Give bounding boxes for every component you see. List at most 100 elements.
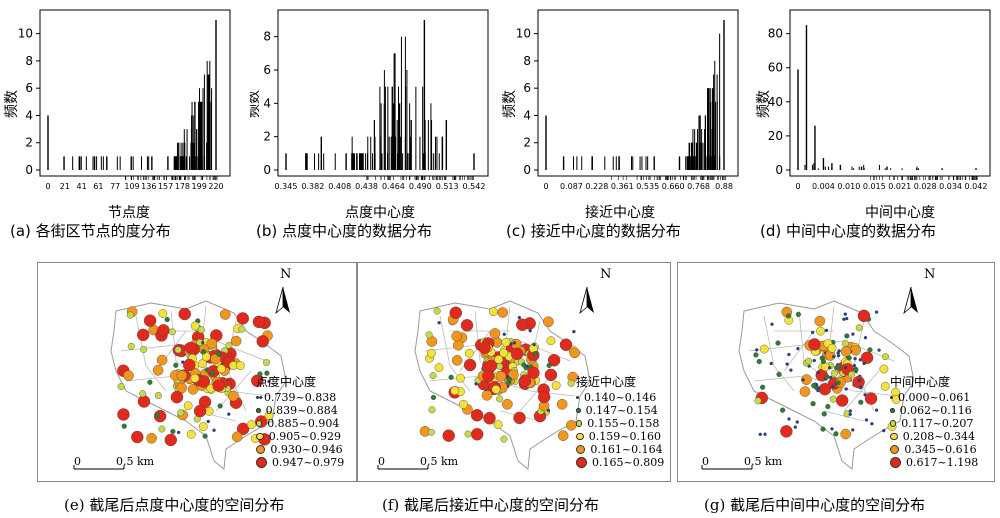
node-point bbox=[433, 307, 441, 315]
node-point bbox=[827, 343, 837, 353]
node-point bbox=[513, 411, 526, 425]
node-point bbox=[763, 432, 767, 436]
node-point bbox=[846, 355, 852, 361]
node-point bbox=[201, 352, 211, 362]
node-point bbox=[755, 348, 759, 352]
node-point bbox=[829, 375, 833, 380]
node-point bbox=[830, 369, 838, 377]
node-point bbox=[146, 432, 157, 444]
node-point bbox=[482, 369, 495, 383]
node-point bbox=[817, 386, 821, 391]
district-boundary bbox=[414, 300, 591, 470]
node-point bbox=[494, 355, 504, 364]
node-point bbox=[259, 395, 263, 400]
node-point bbox=[183, 401, 193, 411]
node-point bbox=[197, 326, 205, 334]
y-tick-label: 6 bbox=[523, 81, 531, 95]
node-point bbox=[198, 359, 207, 368]
street-line bbox=[823, 410, 865, 422]
node-point bbox=[217, 403, 223, 409]
legend-swatch bbox=[256, 396, 259, 399]
x-tick-label: 178 bbox=[175, 182, 190, 191]
node-point bbox=[460, 319, 474, 332]
histogram-caption: (c) 接近中心度的数据分布 bbox=[506, 222, 681, 240]
node-point bbox=[860, 351, 874, 364]
node-point bbox=[787, 417, 791, 421]
node-point bbox=[264, 411, 274, 421]
node-point bbox=[190, 321, 200, 331]
node-point bbox=[808, 338, 821, 351]
node-point bbox=[843, 312, 847, 316]
node-point bbox=[449, 306, 462, 319]
node-point bbox=[427, 428, 435, 436]
plot-frame bbox=[789, 9, 991, 177]
node-point bbox=[780, 425, 793, 438]
node-point bbox=[870, 422, 874, 426]
y-axis-label: 频数 bbox=[756, 90, 772, 118]
node-point bbox=[252, 315, 266, 329]
legend-label: 0.885~0.904 bbox=[267, 417, 340, 430]
node-point bbox=[758, 432, 762, 437]
node-point bbox=[154, 391, 162, 399]
y-tick-label: 0 bbox=[523, 163, 531, 177]
x-tick-label: 199 bbox=[192, 182, 207, 191]
node-point bbox=[857, 378, 861, 383]
histogram-svg: 0 2 4 6 8 0.345 0.382 0.408 0.438 0.464 0.490 0.513… bbox=[246, 9, 489, 240]
map-panel-f: 接近中心度 0 0.5 km N 0.140~0.146 0.147~0.154 0… bbox=[357, 262, 671, 482]
node-point bbox=[212, 379, 225, 392]
x-tick-label: 61 bbox=[93, 182, 103, 191]
node-point bbox=[850, 344, 861, 356]
x-tick-label: 109 bbox=[124, 182, 139, 191]
street-line bbox=[783, 330, 815, 372]
node-point bbox=[198, 422, 208, 432]
north-arrow-icon bbox=[275, 286, 290, 315]
map-panel-e: 点度中心度 0 0.5 km N 0.739~0.838 0.839~0.884 0… bbox=[37, 262, 357, 482]
x-tick-label: 0.660 bbox=[662, 182, 685, 191]
histogram-caption: (d) 中间中心度的数据分布 bbox=[760, 222, 936, 240]
scale-label: 0.5 km bbox=[744, 455, 783, 468]
node-point bbox=[820, 358, 826, 365]
legend-label: 0.905~0.929 bbox=[268, 430, 341, 443]
node-point bbox=[805, 357, 813, 365]
y-tick-label: 60 bbox=[768, 61, 783, 75]
legend-swatch bbox=[256, 457, 267, 468]
node-point bbox=[200, 349, 207, 355]
legend-item: 0.117~0.207 bbox=[890, 417, 973, 430]
node-point bbox=[551, 381, 561, 390]
node-point bbox=[546, 362, 552, 369]
y-axis-label: 频数 bbox=[502, 90, 518, 118]
x-tick-label: 0.345 bbox=[275, 182, 298, 191]
x-tick-label: 0.88 bbox=[715, 182, 733, 191]
node-point bbox=[156, 354, 168, 366]
node-point bbox=[840, 346, 852, 357]
node-point bbox=[824, 374, 830, 380]
legend-swatch bbox=[890, 432, 898, 441]
node-point bbox=[152, 364, 164, 376]
scale-zero-label: 0 bbox=[378, 455, 385, 468]
node-point bbox=[176, 370, 188, 381]
node-point bbox=[546, 336, 556, 346]
x-tick-label: 157 bbox=[158, 182, 173, 191]
node-point bbox=[852, 375, 865, 389]
node-point bbox=[496, 362, 504, 370]
node-point bbox=[143, 314, 157, 327]
node-point bbox=[453, 339, 464, 351]
x-tick-label: 136 bbox=[141, 182, 156, 191]
x-axis-label: 中间中心度 bbox=[865, 205, 935, 221]
node-point bbox=[137, 395, 151, 408]
y-tick-label: 2 bbox=[523, 136, 531, 150]
node-point bbox=[216, 364, 226, 374]
plot-frame bbox=[39, 9, 231, 177]
node-point bbox=[174, 346, 182, 354]
legend-label: 0.617~1.198 bbox=[906, 456, 979, 469]
legend-label: 0.000~0.061 bbox=[898, 391, 971, 404]
node-point bbox=[845, 316, 849, 321]
node-point bbox=[140, 345, 148, 353]
north-label: N bbox=[924, 267, 936, 282]
node-point bbox=[464, 348, 474, 358]
legend-item: 0.885~0.904 bbox=[256, 417, 339, 430]
legend-label: 0.159~0.160 bbox=[588, 430, 661, 443]
y-axis-label: 频数 bbox=[250, 90, 262, 118]
node-point bbox=[532, 342, 536, 347]
node-point bbox=[867, 347, 873, 353]
